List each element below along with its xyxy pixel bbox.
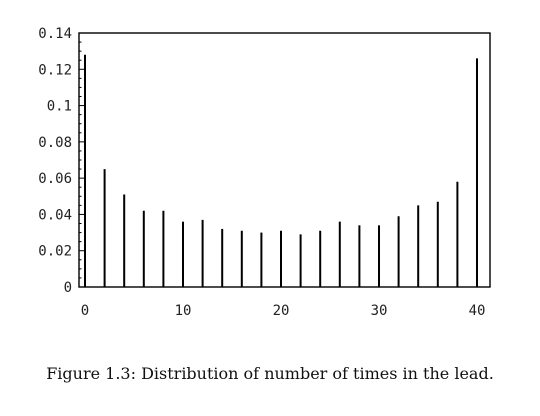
y-tick-label: 0.08 [38, 135, 72, 151]
y-tick-label: 0.02 [38, 244, 72, 260]
y-tick-label: 0.06 [38, 171, 72, 187]
y-tick-label: 0 [64, 280, 72, 296]
y-tick-label: 0.12 [38, 62, 72, 78]
y-axis-ticks: 0 0.02 0.04 0.06 0.08 0.1 0.12 0.14 [38, 26, 84, 296]
y-tick-label: 0.04 [38, 207, 72, 223]
plot-frame [78, 32, 491, 288]
x-tick-label: 30 [371, 303, 388, 319]
x-tick-label: 40 [469, 303, 486, 319]
x-tick-label: 0 [81, 303, 89, 319]
y-tick-label: 0.1 [47, 99, 72, 115]
bars [84, 54, 478, 287]
chart: 0 0.02 0.04 0.06 0.08 0.1 0.12 0.14 0 10 20 30 40 [38, 26, 491, 319]
y-tick-label: 0.14 [38, 26, 72, 42]
x-tick-label: 10 [175, 303, 192, 319]
axes [78, 32, 491, 288]
figure-caption: Figure 1.3: Distribution of number of ti… [46, 364, 494, 383]
x-tick-label: 20 [273, 303, 290, 319]
